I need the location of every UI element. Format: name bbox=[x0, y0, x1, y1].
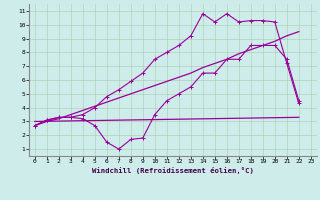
X-axis label: Windchill (Refroidissement éolien,°C): Windchill (Refroidissement éolien,°C) bbox=[92, 167, 254, 174]
